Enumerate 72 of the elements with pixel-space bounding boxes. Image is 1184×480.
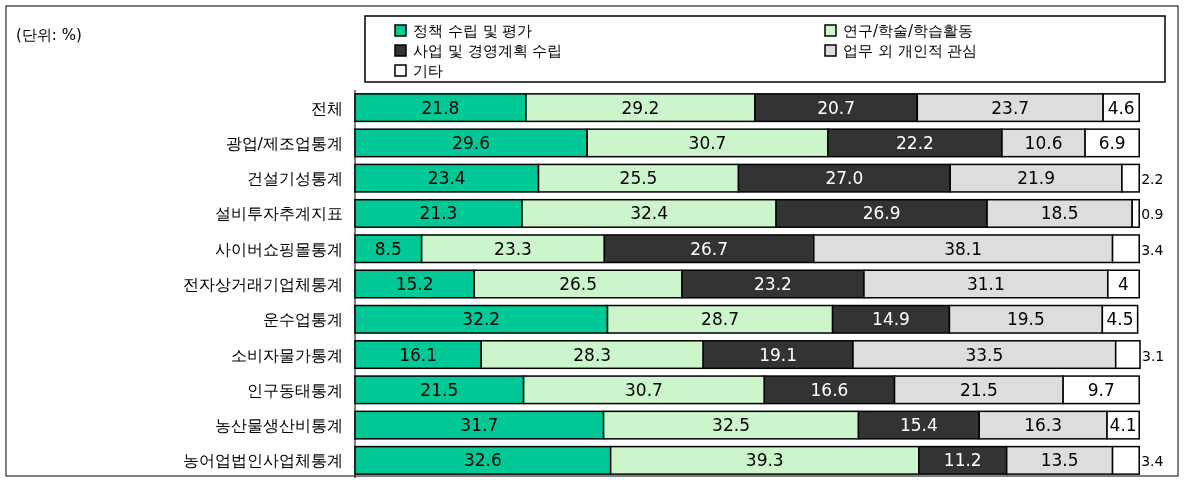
y-tick-label: 광업/제조업통계 — [225, 133, 343, 153]
data-label: 32.5 — [712, 415, 750, 436]
data-label: 31.1 — [966, 274, 1005, 294]
y-tick-label: 농어업법인사업체통계 — [183, 451, 343, 471]
y-tick-label: 설비투자추계지표 — [215, 204, 343, 224]
data-label: 27.0 — [825, 168, 864, 189]
data-label: 21.8 — [421, 97, 460, 118]
y-tick-label: 운수업통계 — [263, 310, 343, 330]
data-label: 26.7 — [690, 238, 728, 259]
data-label: 32.6 — [463, 450, 502, 471]
y-tick-label: 전체 — [311, 98, 343, 118]
data-label: 19.1 — [759, 344, 798, 365]
data-label: 15.2 — [395, 274, 434, 294]
data-label: 6.9 — [1098, 132, 1126, 153]
data-label: 4 — [1118, 274, 1129, 294]
data-label: 30.7 — [625, 379, 663, 400]
data-label: 38.1 — [944, 238, 983, 259]
data-label: 3.1 — [1142, 347, 1165, 364]
data-label: 32.2 — [462, 309, 501, 330]
data-label: 23.3 — [494, 238, 532, 259]
data-label: 15.4 — [899, 415, 938, 436]
data-label: 25.5 — [619, 168, 658, 189]
data-label: 2.2 — [1141, 171, 1164, 188]
data-label: 8.5 — [374, 238, 402, 259]
y-tick-label: 농산물생산비통계 — [215, 416, 343, 436]
data-label: 4.5 — [1106, 309, 1134, 330]
y-tick-label: 건설기성통계 — [247, 169, 343, 189]
legend-label: 사업 및 경영계획 수립 — [413, 42, 563, 60]
legend-label: 업무 외 개인적 관심 — [843, 42, 978, 60]
data-label: 39.3 — [745, 450, 784, 471]
data-label: 10.6 — [1024, 132, 1063, 153]
data-label: 3.4 — [1141, 453, 1164, 470]
data-label: 16.6 — [810, 379, 849, 400]
data-label: 22.2 — [896, 132, 934, 153]
data-label: 16.3 — [1024, 415, 1063, 436]
data-label: 13.5 — [1040, 450, 1079, 471]
data-label: 14.9 — [872, 309, 910, 330]
data-label: 23.4 — [427, 168, 466, 189]
data-label: 20.7 — [817, 97, 856, 118]
data-label: 28.3 — [573, 344, 612, 365]
data-label: 21.5 — [959, 379, 998, 400]
data-label: 9.7 — [1087, 379, 1115, 400]
data-label: 19.5 — [1006, 309, 1045, 330]
data-label: 4.1 — [1109, 415, 1137, 436]
data-label: 21.9 — [1017, 168, 1056, 189]
y-tick-label: 사이버쇼핑몰통계 — [215, 239, 343, 259]
data-label: 31.7 — [460, 415, 499, 436]
data-label: 4.6 — [1107, 97, 1135, 118]
y-tick-label: 인구동태통계 — [247, 380, 343, 400]
data-label: 29.2 — [621, 97, 660, 118]
data-label: 32.4 — [630, 203, 669, 224]
data-label: 30.7 — [688, 132, 727, 153]
data-label: 23.2 — [754, 274, 792, 294]
legend-label: 기타 — [413, 62, 443, 80]
data-label: 11.2 — [943, 450, 982, 471]
data-label: 0.9 — [1141, 206, 1164, 223]
data-label: 16.1 — [399, 344, 438, 365]
data-label: 26.9 — [862, 203, 901, 224]
data-label: 28.7 — [701, 309, 739, 330]
legend-label: 연구/학술/학습활동 — [843, 22, 974, 40]
y-tick-label: 소비자물가통계 — [231, 345, 343, 365]
data-label: 29.6 — [452, 132, 490, 153]
data-label: 33.5 — [965, 344, 1004, 365]
data-label: 21.5 — [420, 379, 459, 400]
data-label: 23.7 — [991, 97, 1030, 118]
legend-label: 정책 수립 및 평가 — [413, 22, 533, 40]
data-label: 3.4 — [1141, 241, 1164, 258]
y-tick-label: 전자상거래기업체통계 — [183, 275, 343, 294]
data-label: 26.5 — [559, 274, 598, 294]
data-label: 21.3 — [419, 203, 458, 224]
data-label: 18.5 — [1040, 203, 1079, 224]
text: (단위: %) — [16, 26, 82, 44]
